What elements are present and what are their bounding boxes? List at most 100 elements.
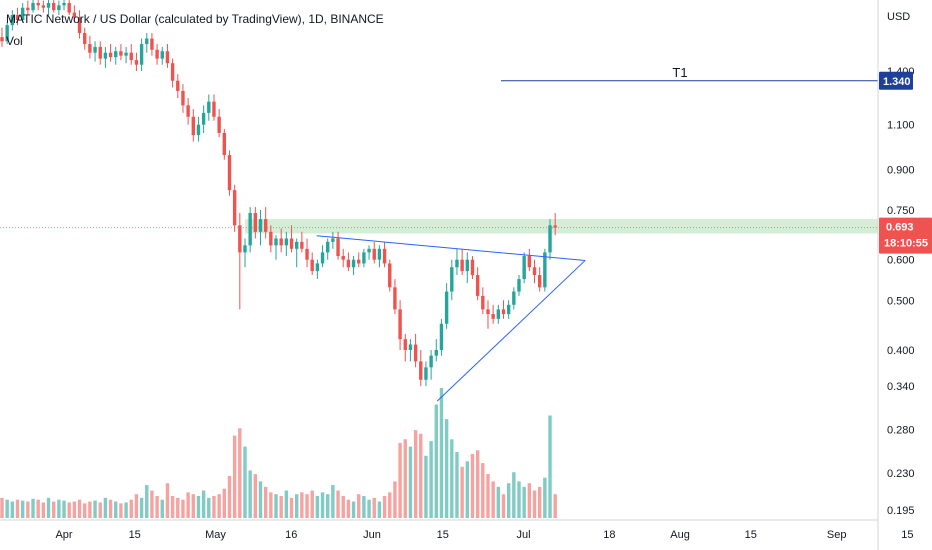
candle[interactable] [72,5,77,23]
candle[interactable] [26,0,30,16]
candle[interactable] [393,279,397,315]
candle[interactable] [46,0,51,16]
candle[interactable] [238,212,242,310]
candle[interactable] [537,267,542,292]
candle[interactable] [217,109,221,138]
candle[interactable] [315,259,320,280]
candle[interactable] [413,333,418,368]
candle[interactable] [481,287,485,315]
resistance-zone[interactable] [244,219,879,234]
candle[interactable] [331,231,335,249]
candle[interactable] [377,245,382,268]
candle[interactable] [212,94,216,121]
candle[interactable] [88,35,92,59]
candle[interactable] [382,241,387,268]
candle[interactable] [341,248,345,268]
candle[interactable] [470,256,475,280]
price-axis-panel[interactable] [879,0,932,550]
candle[interactable] [460,248,464,276]
candle[interactable] [486,300,490,329]
candle[interactable] [372,241,376,264]
candle[interactable] [506,300,511,319]
candle[interactable] [408,339,413,362]
candle[interactable] [475,267,480,301]
candle[interactable] [512,287,516,310]
candle[interactable] [424,361,428,387]
candle[interactable] [439,318,444,356]
candle[interactable] [455,248,459,276]
candle[interactable] [155,44,159,65]
candle[interactable] [346,252,351,272]
candle[interactable] [165,44,170,68]
candle[interactable] [52,0,56,13]
candle[interactable] [227,150,232,196]
candle[interactable] [103,46,108,68]
candle[interactable] [196,116,201,142]
candle[interactable] [176,74,180,99]
candle[interactable] [83,27,87,50]
candle[interactable] [305,238,309,268]
candle[interactable] [150,33,154,56]
candle[interactable] [232,184,237,232]
candle[interactable] [160,46,164,65]
candle[interactable] [145,33,149,53]
candle[interactable] [5,22,9,45]
candle[interactable] [114,46,118,65]
candle[interactable] [429,349,433,380]
candle[interactable] [274,235,278,260]
candle[interactable] [243,238,247,268]
candle[interactable] [501,300,506,319]
candle[interactable] [289,225,294,253]
candle[interactable] [0,27,4,47]
candle[interactable] [357,252,361,268]
candle[interactable] [434,339,438,362]
candle[interactable] [517,275,521,296]
candle[interactable] [398,300,402,350]
candle[interactable] [320,245,325,268]
candle[interactable] [41,0,46,13]
candle[interactable] [119,44,123,61]
candle[interactable] [93,41,97,62]
candle[interactable] [253,207,258,239]
candle[interactable] [326,238,330,260]
candle[interactable] [310,252,314,276]
candle[interactable] [532,259,537,284]
candle[interactable] [419,349,423,387]
candle[interactable] [201,105,206,133]
candle[interactable] [548,219,552,260]
candle[interactable] [258,210,263,246]
candle[interactable] [351,256,356,276]
candle[interactable] [279,228,283,253]
candle[interactable] [450,259,454,301]
candle[interactable] [300,231,304,253]
candle[interactable] [15,7,20,26]
candle[interactable] [543,248,547,292]
candle[interactable] [129,44,133,65]
candle[interactable] [491,304,495,324]
candle[interactable] [388,259,392,292]
candle[interactable] [362,248,366,268]
candle[interactable] [67,0,71,16]
candle[interactable] [77,10,82,39]
candle[interactable] [108,44,113,62]
candle[interactable] [98,41,102,65]
candle[interactable] [222,128,227,160]
candle[interactable] [10,10,15,31]
candle[interactable] [284,231,289,257]
candle[interactable] [269,225,273,253]
candle[interactable] [444,283,449,329]
candle[interactable] [403,333,407,362]
candle[interactable] [527,248,532,272]
candle[interactable] [134,52,139,71]
candle[interactable] [20,2,25,23]
candle[interactable] [139,38,144,71]
candle[interactable] [522,252,526,284]
candle[interactable] [36,0,40,11]
candle[interactable] [294,238,299,268]
candle[interactable] [336,231,340,260]
candle[interactable] [465,252,469,284]
candle[interactable] [191,109,195,142]
candle[interactable] [170,58,175,88]
candle[interactable] [186,98,190,125]
